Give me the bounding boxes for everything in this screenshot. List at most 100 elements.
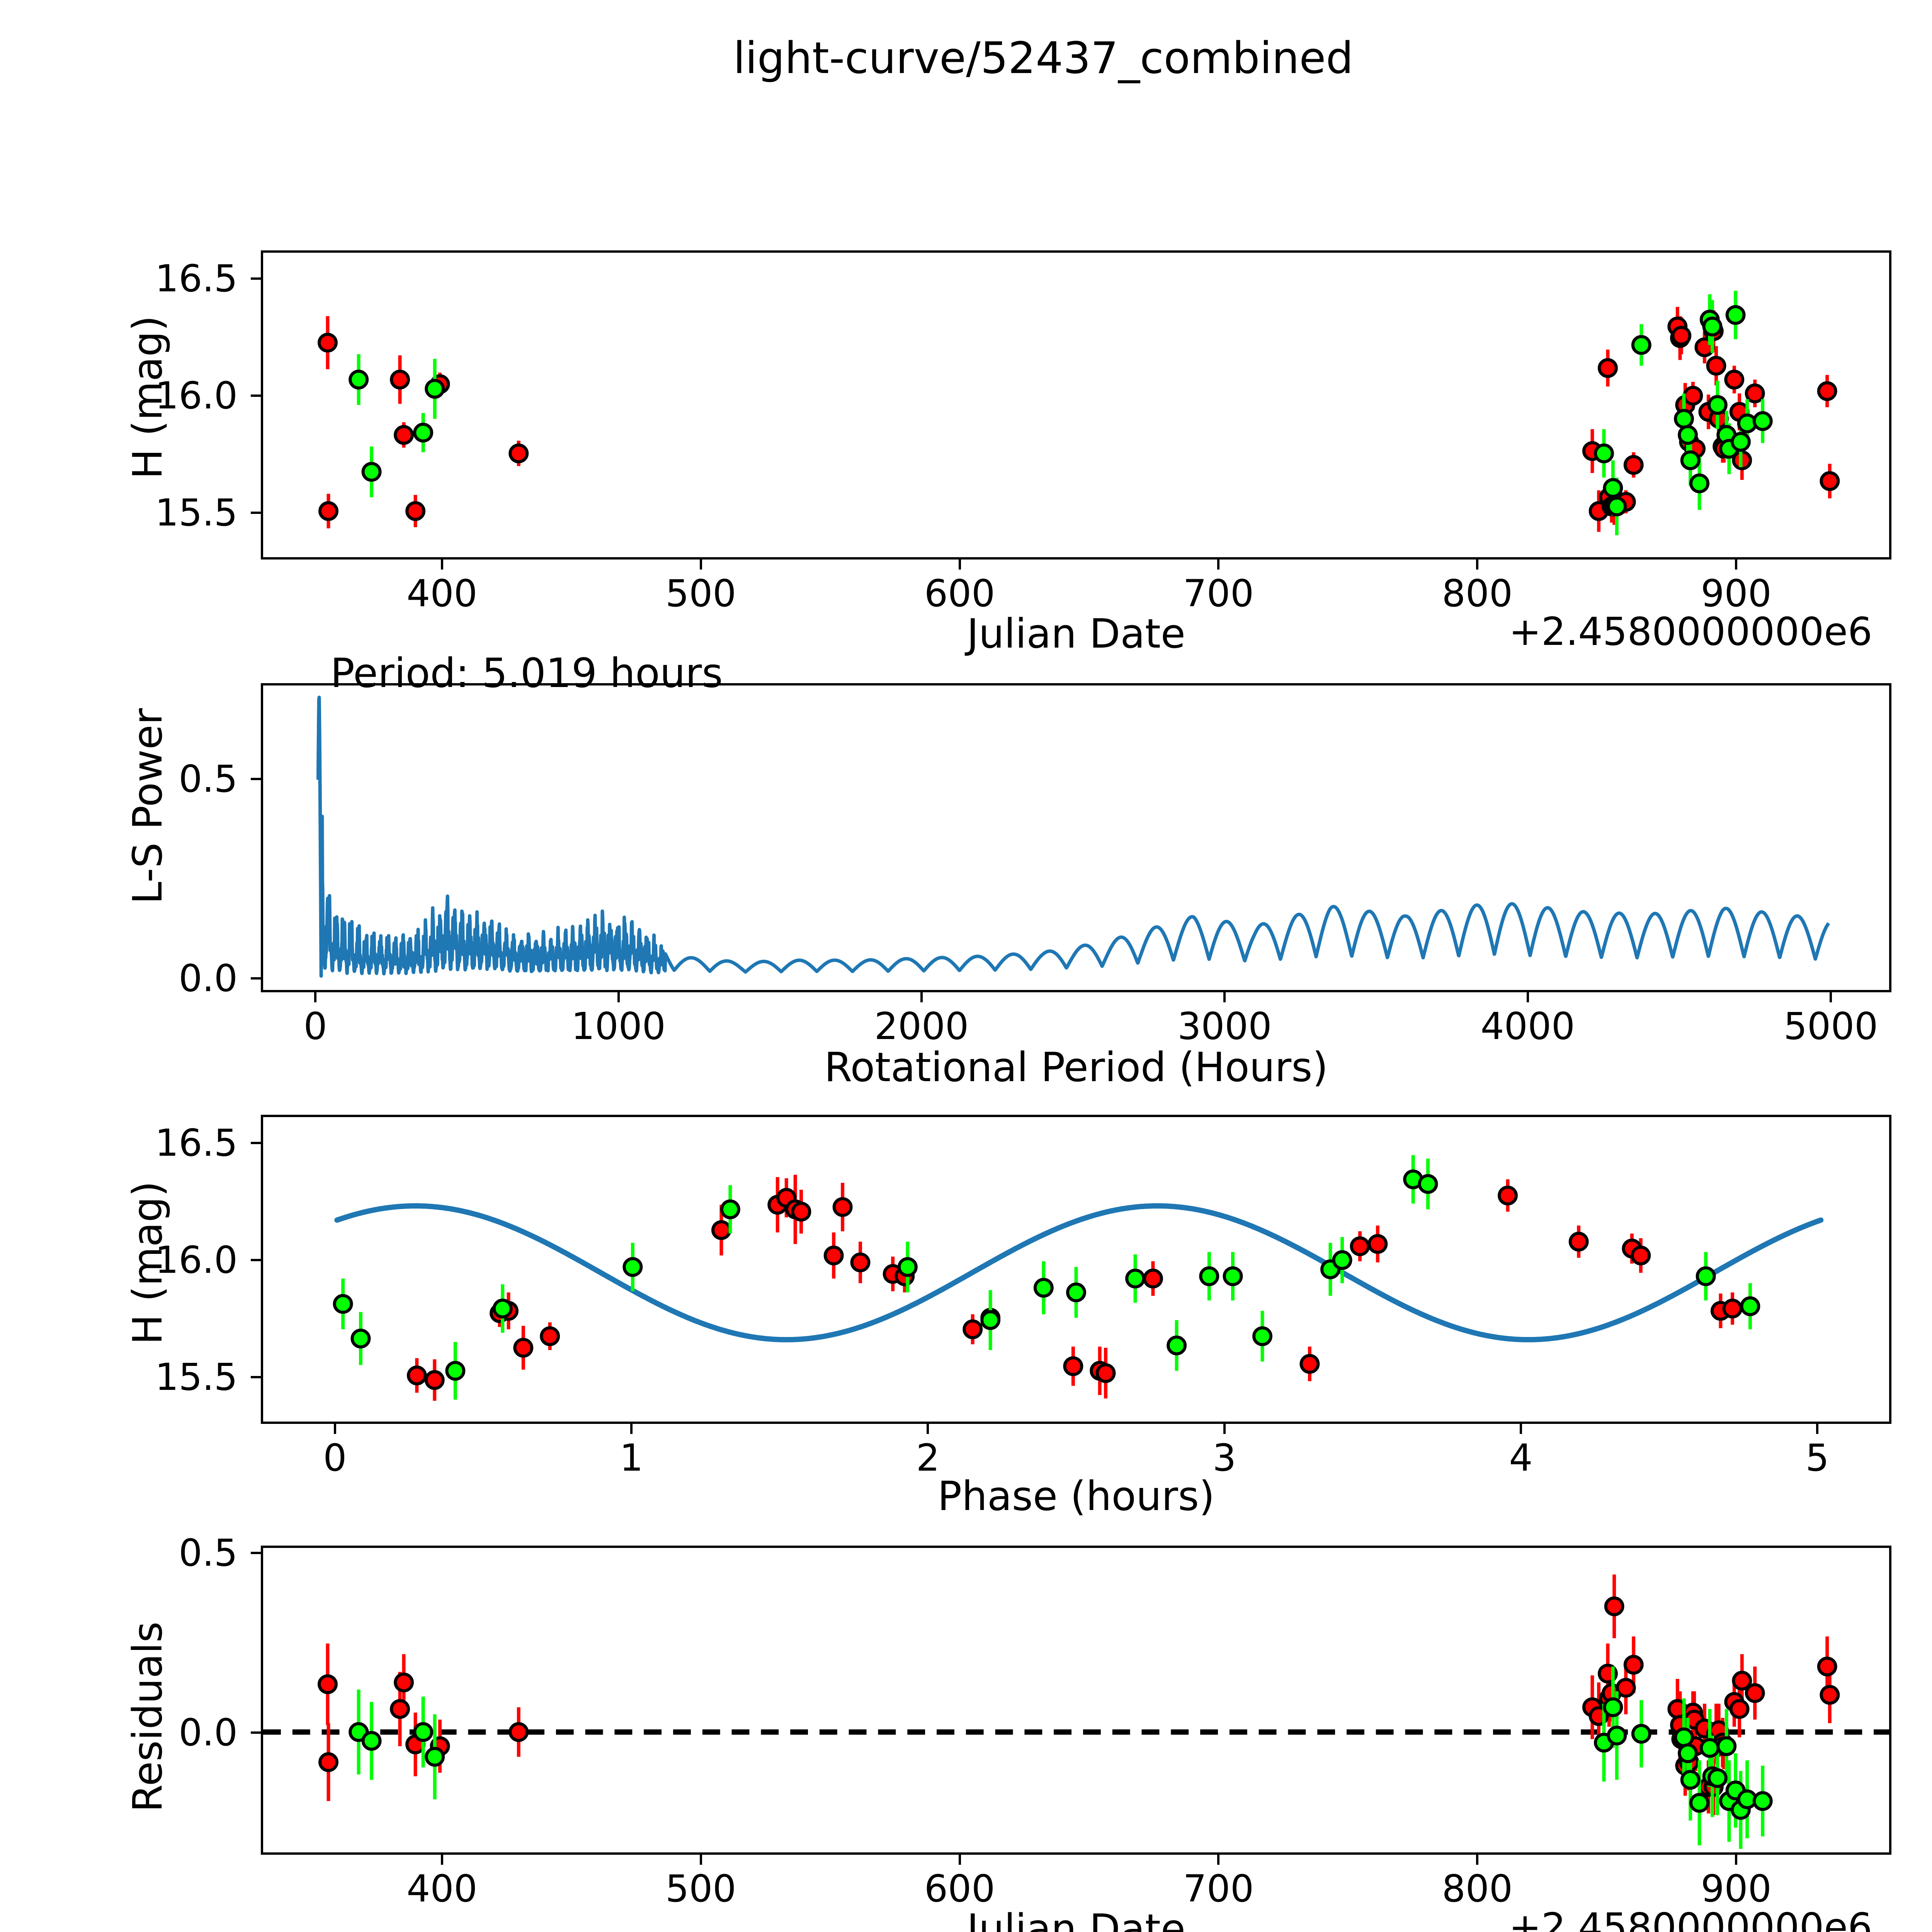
y-tick-mark (251, 1141, 261, 1144)
x-tick-label: 900 (1701, 572, 1772, 615)
data-point (318, 333, 338, 353)
y-tick-mark (251, 1376, 261, 1378)
y-tick-mark (251, 511, 261, 514)
x-tick-mark (920, 992, 923, 1002)
data-point (1125, 1269, 1145, 1289)
data-point (711, 1220, 731, 1240)
series-green-band (349, 291, 1773, 536)
x-tick-label: 2000 (874, 1005, 969, 1048)
x-tick-mark (1735, 1855, 1738, 1865)
data-point (1702, 316, 1723, 337)
data-point (1616, 1678, 1636, 1698)
period-annotation: Period: 5.019 hours (330, 650, 723, 697)
data-point (1631, 335, 1651, 355)
x-tick-mark (1735, 560, 1738, 570)
data-point (1252, 1326, 1272, 1346)
data-point (832, 1197, 853, 1217)
data-point (1752, 1791, 1773, 1811)
data-point (897, 1257, 918, 1277)
data-point (1418, 1174, 1438, 1194)
x-tick-label: 700 (1183, 572, 1254, 615)
data-point (425, 1747, 445, 1767)
residuals-plot-area (263, 1574, 1889, 1849)
x-tick-label: 3000 (1177, 1005, 1272, 1048)
data-point (1680, 450, 1701, 470)
x-tick-mark (699, 1855, 702, 1865)
data-point (540, 1326, 560, 1346)
x-tick-label: 500 (665, 1867, 736, 1910)
data-point (1199, 1266, 1219, 1286)
periodogram-ylabel: L-S Power (124, 708, 171, 904)
data-point (1607, 1726, 1627, 1746)
y-tick-label: 15.5 (155, 491, 238, 534)
phase-fold-plot-area (333, 1155, 1824, 1401)
periodogram-line (316, 696, 1830, 978)
panel-periodogram (261, 683, 1891, 992)
data-point (333, 1294, 353, 1314)
series-green-band (349, 1666, 1773, 1849)
periodogram-plot-area (316, 696, 1830, 978)
y-tick-mark (251, 1731, 261, 1734)
y-tick-label: 16.5 (155, 1121, 238, 1165)
data-point (509, 443, 529, 463)
data-point (361, 1731, 382, 1751)
data-point (1332, 1250, 1352, 1270)
data-point (1603, 478, 1623, 498)
data-point (1604, 1596, 1624, 1616)
data-point (1729, 1699, 1750, 1719)
x-tick-label: 0 (323, 1436, 347, 1480)
data-point (1671, 326, 1692, 346)
x-tick-label: 2 (916, 1436, 940, 1480)
y-tick-mark (251, 394, 261, 397)
data-point (1745, 383, 1765, 403)
x-tick-mark (1223, 1424, 1226, 1434)
data-point (318, 1674, 338, 1694)
data-point (1674, 409, 1694, 429)
series-red-band (318, 307, 1840, 532)
x-tick-mark (1526, 992, 1529, 1002)
y-tick-label: 0.5 (179, 757, 238, 801)
x-tick-mark (1830, 992, 1832, 1002)
data-point (1740, 1296, 1760, 1316)
residuals-xlabel: Julian Date (967, 1905, 1185, 1932)
data-point (350, 1328, 371, 1349)
y-tick-label: 0.0 (179, 956, 238, 1000)
data-point (1722, 1298, 1743, 1319)
data-point (1696, 1266, 1716, 1286)
x-tick-label: 5 (1805, 1436, 1829, 1480)
x-tick-mark (630, 1424, 633, 1434)
sinusoid-fit-line (334, 1203, 1824, 1342)
x-tick-label: 500 (665, 572, 736, 615)
data-point (1167, 1335, 1187, 1355)
data-point (1680, 1770, 1701, 1790)
data-point (390, 369, 410, 389)
data-point (318, 501, 338, 521)
panel-phase-fold (261, 1115, 1891, 1424)
x-tick-mark (617, 992, 620, 1002)
data-point (406, 1365, 427, 1386)
y-tick-label: 15.5 (155, 1355, 238, 1399)
data-point (1299, 1354, 1320, 1374)
y-tick-label: 16.0 (155, 374, 238, 417)
data-point (1598, 358, 1618, 378)
data-point (1498, 1185, 1518, 1206)
x-tick-mark (699, 560, 702, 570)
x-tick-label: 600 (924, 1867, 995, 1910)
x-tick-label: 1 (619, 1436, 643, 1480)
panel-residuals (261, 1546, 1891, 1855)
data-point (509, 1722, 529, 1742)
series-red-band (318, 1574, 1840, 1815)
light-curve-plot-area (318, 291, 1840, 536)
panel-light-curve (261, 250, 1891, 560)
x-tick-mark (440, 560, 443, 570)
x-tick-mark (1476, 560, 1479, 570)
data-point (1689, 473, 1709, 493)
data-point (720, 1199, 740, 1219)
data-point (1752, 411, 1773, 431)
data-point (413, 423, 434, 443)
x-tick-label: 5000 (1783, 1005, 1878, 1048)
data-point (1707, 1768, 1728, 1788)
x-tick-mark (333, 1424, 336, 1434)
data-point (492, 1298, 513, 1319)
